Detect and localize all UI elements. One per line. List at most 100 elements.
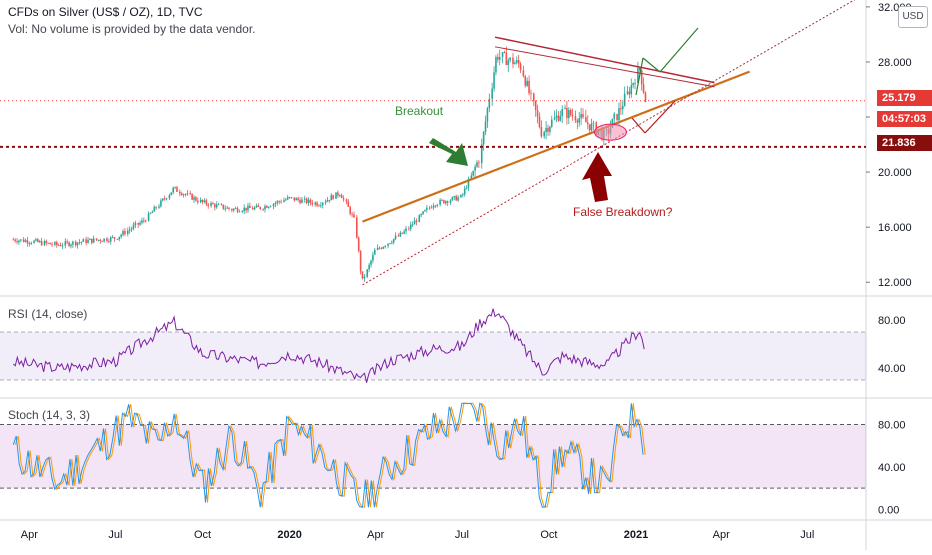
candle-body bbox=[434, 205, 437, 207]
candle-body bbox=[64, 241, 67, 246]
candle-body bbox=[264, 206, 266, 210]
candle-body bbox=[184, 194, 187, 196]
candle-body bbox=[91, 238, 93, 243]
candle-body bbox=[43, 241, 46, 246]
candle-body bbox=[49, 242, 51, 245]
stoch-k-line bbox=[12, 402, 644, 508]
candle-body bbox=[590, 123, 593, 131]
candle-body bbox=[486, 108, 489, 122]
candle-body bbox=[482, 131, 485, 145]
candle-body bbox=[571, 115, 574, 117]
candle-body bbox=[139, 222, 141, 225]
candle-body bbox=[269, 206, 272, 208]
price-tick-label: 16.000 bbox=[878, 222, 912, 234]
candle-body bbox=[613, 113, 616, 119]
candle-body bbox=[97, 239, 100, 241]
candle-body bbox=[361, 271, 364, 279]
candle-body bbox=[26, 240, 29, 244]
candle-body bbox=[373, 249, 376, 255]
candle-body bbox=[155, 206, 157, 208]
candle-body bbox=[224, 208, 227, 210]
candle-body bbox=[519, 63, 522, 71]
candle-body bbox=[285, 199, 287, 201]
candle-body bbox=[231, 208, 233, 211]
candle-body bbox=[147, 213, 150, 221]
candle-body bbox=[124, 230, 126, 235]
candle-body bbox=[424, 209, 426, 212]
candle-body bbox=[134, 222, 137, 226]
candle-body bbox=[470, 175, 473, 179]
candle-body bbox=[530, 93, 532, 94]
candle-body bbox=[122, 230, 124, 235]
scenario-arrow bbox=[659, 27, 699, 73]
candle-body bbox=[512, 57, 514, 65]
currency-button[interactable]: USD bbox=[898, 6, 928, 28]
candle-body bbox=[210, 203, 212, 206]
candle-body bbox=[550, 119, 553, 127]
candle-body bbox=[621, 105, 624, 110]
candle-body bbox=[372, 254, 374, 261]
candle-body bbox=[532, 93, 535, 101]
candle-body bbox=[337, 192, 339, 196]
candle-body bbox=[405, 228, 407, 232]
candle-body bbox=[78, 242, 81, 243]
candle-body bbox=[384, 245, 387, 247]
candle-body bbox=[585, 117, 587, 123]
candle-body bbox=[498, 56, 501, 60]
rsi-band bbox=[0, 332, 866, 380]
candle-body bbox=[463, 188, 466, 195]
candle-body bbox=[514, 62, 516, 65]
candle-body bbox=[118, 236, 121, 240]
candle-body bbox=[144, 220, 147, 222]
candle-body bbox=[126, 230, 129, 235]
candle-body bbox=[179, 191, 181, 194]
candle-body bbox=[413, 220, 416, 225]
candle-body bbox=[444, 201, 447, 204]
candle-body bbox=[238, 211, 241, 213]
scenario-arrow bbox=[642, 57, 661, 73]
candle-body bbox=[165, 198, 168, 200]
candle-body bbox=[87, 239, 89, 243]
candle-body bbox=[259, 206, 262, 210]
candle-body bbox=[201, 199, 204, 202]
candle-body bbox=[205, 200, 208, 205]
candle-body bbox=[559, 115, 562, 121]
candle-body bbox=[76, 242, 79, 246]
rsi-label: RSI (14, close) bbox=[8, 307, 88, 321]
candle-body bbox=[328, 199, 331, 201]
candle-body bbox=[276, 201, 279, 204]
candle-body bbox=[299, 199, 301, 203]
candle-body bbox=[92, 238, 95, 243]
scenario-arrow bbox=[631, 117, 646, 134]
candle-body bbox=[113, 237, 116, 239]
candle-body bbox=[203, 200, 206, 202]
candle-body bbox=[399, 232, 402, 237]
candle-body bbox=[186, 193, 189, 195]
candle-body bbox=[85, 239, 87, 243]
candle-body bbox=[168, 195, 171, 199]
price-tick-label: 20.000 bbox=[878, 167, 912, 179]
candle-body bbox=[553, 117, 556, 120]
candle-body bbox=[217, 204, 220, 206]
candle-body bbox=[387, 243, 389, 246]
volume-note: Vol: No volume is provided by the data v… bbox=[8, 22, 256, 36]
candle-body bbox=[557, 115, 560, 121]
candle-body bbox=[174, 187, 176, 188]
candle-body bbox=[262, 209, 264, 210]
candle-body bbox=[241, 211, 244, 212]
candle-body bbox=[274, 203, 277, 205]
candle-body bbox=[569, 109, 572, 116]
candle-body bbox=[588, 124, 591, 131]
candle-body bbox=[116, 238, 119, 240]
candle-body bbox=[54, 242, 56, 245]
candle-body bbox=[547, 127, 549, 132]
candle-body bbox=[409, 224, 412, 229]
candle-body bbox=[623, 93, 626, 106]
candle-body bbox=[149, 212, 152, 214]
candle-body bbox=[151, 211, 154, 213]
candle-body bbox=[68, 242, 70, 247]
candle-body bbox=[480, 144, 483, 164]
level-tag: 21.836 bbox=[877, 135, 932, 151]
